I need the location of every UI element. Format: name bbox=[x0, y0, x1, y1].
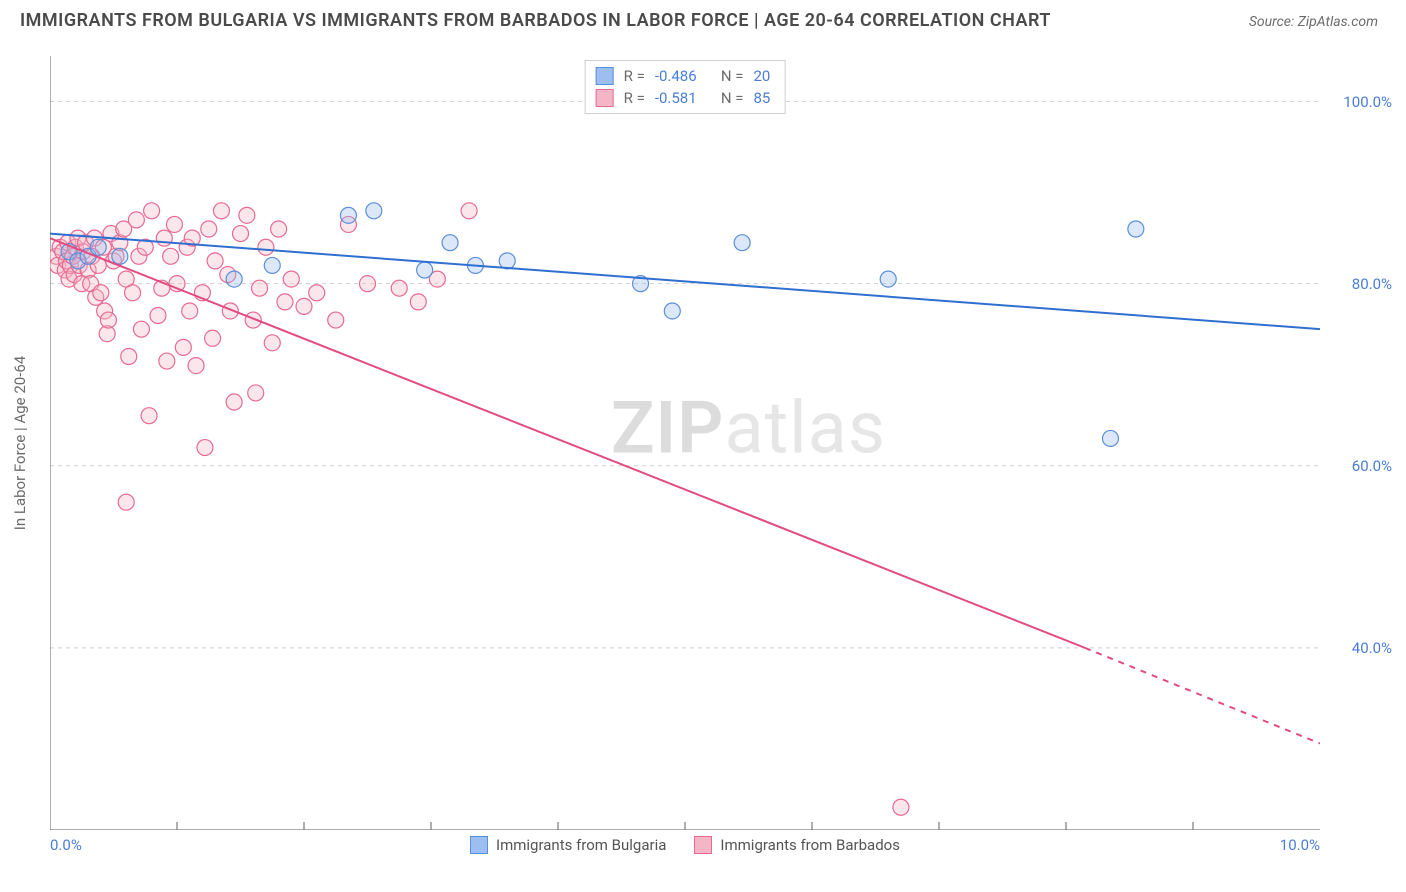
legend-series-label: Immigrants from Barbados bbox=[720, 836, 900, 854]
scatter-point bbox=[207, 253, 223, 269]
y-tick-label: 100.0% bbox=[1343, 93, 1392, 111]
legend-R-value: -0.581 bbox=[655, 87, 711, 109]
scatter-point bbox=[499, 253, 515, 269]
scatter-point bbox=[156, 230, 172, 246]
scatter-point bbox=[118, 494, 134, 510]
y-axis-label: In Labor Force | Age 20-64 bbox=[11, 356, 29, 530]
scatter-point bbox=[226, 271, 242, 287]
trend-line-extrapolated bbox=[1085, 648, 1320, 744]
scatter-point bbox=[197, 440, 213, 456]
scatter-point bbox=[461, 203, 477, 219]
source-label: Source: ZipAtlas.com bbox=[1249, 14, 1378, 30]
scatter-point bbox=[141, 408, 157, 424]
scatter-chart bbox=[50, 56, 1320, 830]
scatter-point bbox=[1102, 430, 1118, 446]
scatter-point bbox=[182, 303, 198, 319]
chart-title: IMMIGRANTS FROM BULGARIA VS IMMIGRANTS F… bbox=[20, 10, 1051, 31]
legend-correlation-row: R = -0.486 N = 20 bbox=[596, 65, 771, 87]
scatter-point bbox=[159, 353, 175, 369]
scatter-point bbox=[309, 285, 325, 301]
scatter-point bbox=[340, 207, 356, 223]
scatter-point bbox=[239, 207, 255, 223]
scatter-point bbox=[100, 312, 116, 328]
scatter-point bbox=[391, 280, 407, 296]
scatter-point bbox=[296, 298, 312, 314]
scatter-point bbox=[264, 257, 280, 273]
scatter-point bbox=[128, 212, 144, 228]
scatter-point bbox=[252, 280, 268, 296]
legend-R-label: R = bbox=[624, 65, 645, 87]
scatter-point bbox=[277, 294, 293, 310]
scatter-point bbox=[360, 276, 376, 292]
scatter-point bbox=[233, 226, 249, 242]
legend-series: Immigrants from Bulgaria Immigrants from … bbox=[470, 836, 900, 854]
scatter-point bbox=[893, 799, 909, 815]
scatter-point bbox=[417, 262, 433, 278]
scatter-point bbox=[175, 339, 191, 355]
scatter-point bbox=[328, 312, 344, 328]
legend-N-label: N = bbox=[721, 65, 744, 87]
scatter-point bbox=[271, 221, 287, 237]
legend-N-value: 20 bbox=[753, 65, 770, 87]
scatter-point bbox=[150, 308, 166, 324]
scatter-point bbox=[213, 203, 229, 219]
legend-series-item: Immigrants from Barbados bbox=[694, 836, 900, 854]
scatter-point bbox=[144, 203, 160, 219]
scatter-point bbox=[125, 285, 141, 301]
scatter-point bbox=[201, 221, 217, 237]
scatter-point bbox=[410, 294, 426, 310]
scatter-point bbox=[90, 239, 106, 255]
legend-swatch bbox=[694, 836, 712, 854]
legend-series-item: Immigrants from Bulgaria bbox=[470, 836, 666, 854]
scatter-point bbox=[1128, 221, 1144, 237]
plot-area: In Labor Force | Age 20-64 ZIPatlas R =-… bbox=[50, 56, 1320, 830]
legend-swatch bbox=[596, 89, 614, 107]
legend-R-label: R = bbox=[624, 87, 645, 109]
scatter-point bbox=[264, 335, 280, 351]
scatter-point bbox=[248, 385, 264, 401]
scatter-point bbox=[166, 216, 182, 232]
x-tick-label: 0.0% bbox=[50, 836, 82, 854]
scatter-point bbox=[734, 235, 750, 251]
scatter-point bbox=[205, 330, 221, 346]
x-tick-label: 10.0% bbox=[1280, 836, 1320, 854]
scatter-point bbox=[226, 394, 242, 410]
scatter-point bbox=[283, 271, 299, 287]
y-tick-label: 40.0% bbox=[1352, 639, 1392, 657]
legend-N-label: N = bbox=[721, 87, 744, 109]
legend-N-value: 85 bbox=[753, 87, 770, 109]
scatter-point bbox=[880, 271, 896, 287]
scatter-point bbox=[121, 348, 137, 364]
legend-correlation-row: R = -0.581 N = 85 bbox=[596, 87, 771, 109]
scatter-point bbox=[366, 203, 382, 219]
scatter-point bbox=[133, 321, 149, 337]
scatter-point bbox=[442, 235, 458, 251]
legend-correlation: R = -0.486 N = 20 R = -0.581 N = 85 bbox=[585, 60, 786, 114]
legend-swatch bbox=[596, 67, 614, 85]
scatter-point bbox=[112, 248, 128, 264]
title-bar: IMMIGRANTS FROM BULGARIA VS IMMIGRANTS F… bbox=[0, 0, 1406, 37]
scatter-point bbox=[664, 303, 680, 319]
scatter-point bbox=[188, 358, 204, 374]
legend-R-value: -0.486 bbox=[655, 65, 711, 87]
legend-series-label: Immigrants from Bulgaria bbox=[496, 836, 666, 854]
legend-swatch bbox=[470, 836, 488, 854]
scatter-point bbox=[163, 248, 179, 264]
scatter-point bbox=[258, 239, 274, 255]
y-tick-label: 60.0% bbox=[1352, 457, 1392, 475]
y-tick-label: 80.0% bbox=[1352, 275, 1392, 293]
scatter-point bbox=[93, 285, 109, 301]
